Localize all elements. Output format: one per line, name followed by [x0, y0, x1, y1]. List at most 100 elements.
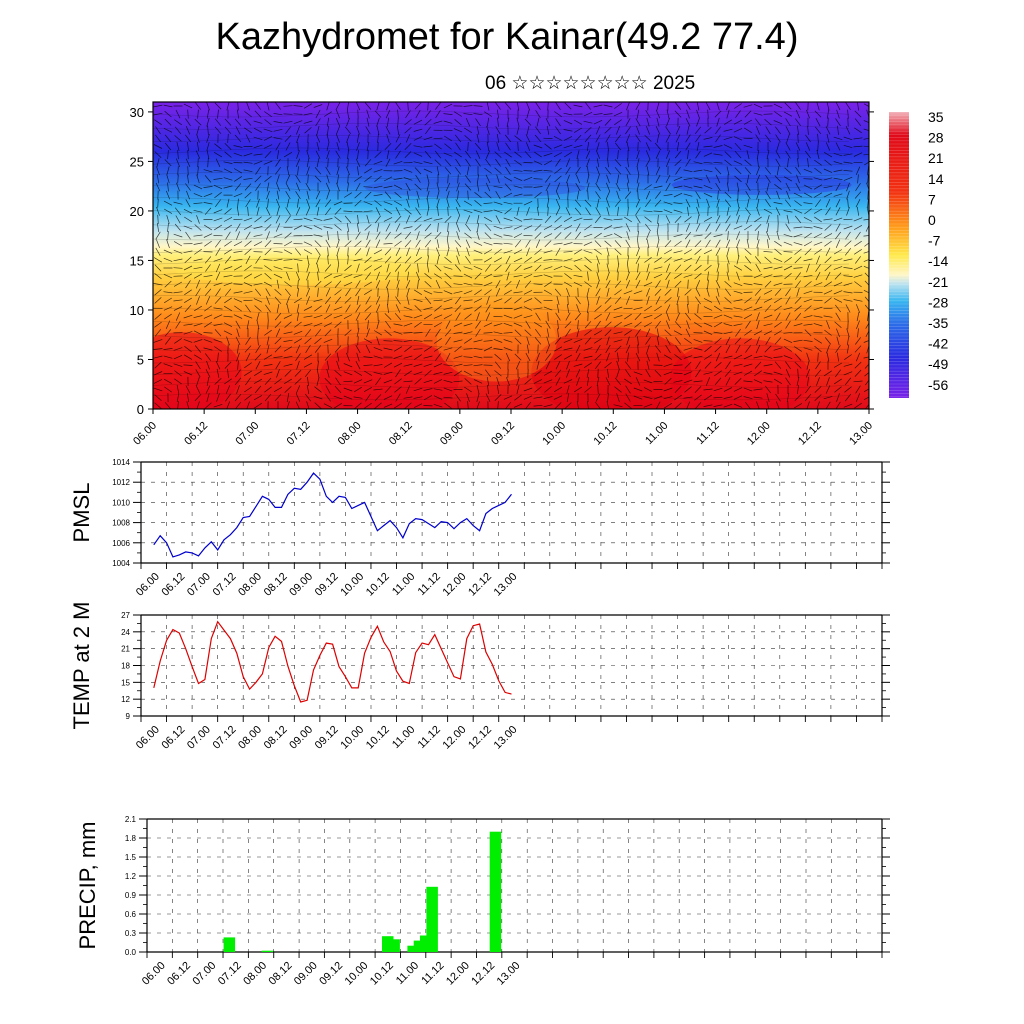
- contour-line-11: [153, 246, 850, 253]
- g-pmsl-xtick-label-4: 08.00: [236, 571, 264, 599]
- contour-line-5: [153, 172, 850, 179]
- heatmap-xtick-label-7: 09.12: [489, 420, 517, 448]
- g-pmsl-xtick-label-11: 11.12: [416, 571, 443, 598]
- g-pmsl-xtick-label-0: 06.00: [134, 571, 162, 599]
- colorbar: 35 28 21 14 7 0 -7 -14 -21 -28 -35 -42 -49 -56: [889, 109, 948, 398]
- g-pmsl-xtick-label-13: 12.12: [466, 571, 494, 599]
- contour-line-9: [153, 221, 850, 228]
- heatmap-xtick-label-1: 06.12: [182, 420, 210, 448]
- heatmap-xtick-label-10: 11.00: [643, 420, 670, 447]
- g-temp-xtick-label-10: 11.00: [390, 724, 417, 751]
- g-precip-xtick-label-12: 12.00: [444, 960, 472, 988]
- temperature-wind-heatmap: 0 5 10 15 20 25 30 06.00 06.12 07.00 07.12 08.00 08.…: [130, 101, 875, 448]
- g-temp-xtick-label-14: 13.00: [492, 724, 520, 752]
- heatmap-ytick-label-1: 5: [137, 352, 144, 367]
- temp-series-line: [153, 620, 512, 703]
- g-precip-xtick-label-5: 08.12: [267, 960, 295, 988]
- contour-line-12: [153, 258, 850, 265]
- g-pmsl-ytick-label-4: 1012: [112, 478, 130, 487]
- g-temp-ytick-label-6: 27: [121, 611, 130, 620]
- wind-arrows: [153, 102, 869, 409]
- colorbar-label-3: 14: [928, 171, 944, 187]
- g-pmsl-ytick-label-2: 1008: [112, 519, 130, 528]
- precip-bar-2: [382, 936, 394, 952]
- g-temp-xtick-label-13: 12.12: [466, 724, 494, 752]
- colorbar-label-13: -56: [928, 377, 948, 393]
- heat-patch-7: [365, 177, 586, 198]
- g-precip-ytick-label-3: 0.9: [125, 891, 137, 900]
- g-temp-xtick-label-1: 06.12: [159, 724, 187, 752]
- heat-patch-2: [531, 327, 692, 409]
- contour-line-1: [153, 123, 850, 130]
- precip-bar-8: [489, 831, 502, 952]
- heat-patch-3: [670, 338, 811, 409]
- g-temp-ytick-label-5: 24: [121, 628, 130, 637]
- contour-line-10: [153, 233, 850, 241]
- contour-line-17: [153, 319, 850, 327]
- heatmap-xtick-label-9: 10.12: [591, 420, 619, 448]
- g-temp-ytick-label-4: 21: [121, 645, 130, 654]
- contour-line-22: [153, 381, 850, 388]
- colorbar-label-9: -28: [928, 294, 948, 310]
- g-pmsl-xtick-label-2: 07.00: [185, 571, 213, 599]
- colorbar-label-11: -42: [928, 336, 948, 352]
- colorbar-label-0: 35: [928, 109, 944, 125]
- contour-line-6: [153, 184, 850, 192]
- precip-bar-3: [388, 939, 400, 952]
- heat-patch-0: [153, 332, 242, 409]
- contour-line-14: [153, 282, 850, 290]
- g-temp-xtick-label-3: 07.12: [211, 724, 239, 752]
- g-pmsl-ytick-label-0: 1004: [112, 559, 130, 568]
- g-temp-ytick-label-0: 9: [126, 712, 131, 721]
- g-temp-xtick-label-8: 10.00: [338, 724, 366, 752]
- heatmap-xtick-label-13: 12.12: [796, 420, 824, 448]
- precip-bar-0: [223, 937, 236, 952]
- heat-patch-5: [176, 256, 417, 285]
- heatmap-field: [153, 102, 869, 409]
- g-precip-xtick-label-7: 09.12: [317, 960, 345, 988]
- heatmap-xtick-label-14: 13.00: [847, 420, 875, 448]
- page-title: Kazhydromet for Kainar(49.2 77.4): [215, 16, 799, 58]
- heat-patch-4: [436, 301, 557, 382]
- contour-line-4: [153, 159, 850, 167]
- g-temp-ytick-label-3: 18: [121, 662, 130, 671]
- contour-line-3: [153, 147, 850, 155]
- g-temp-xtick-label-5: 08.12: [262, 724, 290, 752]
- g-precip-xtick-label-0: 06.00: [140, 960, 168, 988]
- g-precip-xtick-label-6: 09.00: [292, 960, 320, 988]
- g-precip-xtick-label-1: 06.12: [165, 960, 193, 988]
- colorbar-label-4: 7: [928, 191, 936, 207]
- heat-patch-1: [319, 338, 460, 409]
- heat-patch-6: [671, 174, 852, 195]
- g-precip-grid: [146, 819, 883, 952]
- g-precip-xtick-label-8: 10.00: [343, 960, 371, 988]
- g-pmsl-xtick-label-3: 07.12: [211, 571, 239, 599]
- contour-line-20: [153, 356, 850, 364]
- colorbar-label-5: 0: [928, 212, 936, 228]
- heatmap-ytick-label-6: 30: [130, 105, 144, 120]
- contour-line-2: [153, 135, 850, 142]
- g-pmsl-xtick-label-7: 09.12: [313, 571, 341, 599]
- colorbar-label-2: 21: [928, 150, 944, 166]
- precip-bar-6: [420, 935, 432, 952]
- g-precip-xtick-label-14: 13.00: [495, 960, 523, 988]
- g-temp-ylabel: TEMP at 2 M: [69, 602, 94, 730]
- g-temp-xtick-label-6: 09.00: [287, 724, 315, 752]
- colorbar-gradient: [889, 112, 909, 398]
- g-temp-xtick-label-0: 06.00: [134, 724, 162, 752]
- precip-chart: 0.00.30.60.91.21.51.82.106.0006.1207.000…: [75, 815, 890, 988]
- heatmap-xtick-label-5: 08.12: [387, 420, 415, 448]
- contour-line-19: [153, 344, 850, 351]
- g-pmsl-xtick-label-9: 10.12: [364, 571, 392, 599]
- g-precip-xtick-label-2: 07.00: [191, 960, 219, 988]
- g-pmsl-ytick-label-5: 1014: [112, 458, 130, 467]
- g-precip-xtick-label-10: 11.00: [394, 960, 421, 987]
- precip-bar-4: [407, 945, 419, 952]
- pmsl-chart: 10041006100810101012101406.0006.1207.000…: [69, 458, 890, 599]
- g-pmsl-xtick-label-10: 11.00: [390, 571, 417, 598]
- g-temp-xtick-label-2: 07.00: [185, 724, 213, 752]
- heatmap-ytick-label-0: 0: [137, 402, 144, 417]
- g-pmsl-xtick-label-6: 09.00: [287, 571, 315, 599]
- heatmap-xtick-label-6: 09.00: [438, 420, 466, 448]
- g-pmsl-xtick-label-5: 08.12: [262, 571, 290, 599]
